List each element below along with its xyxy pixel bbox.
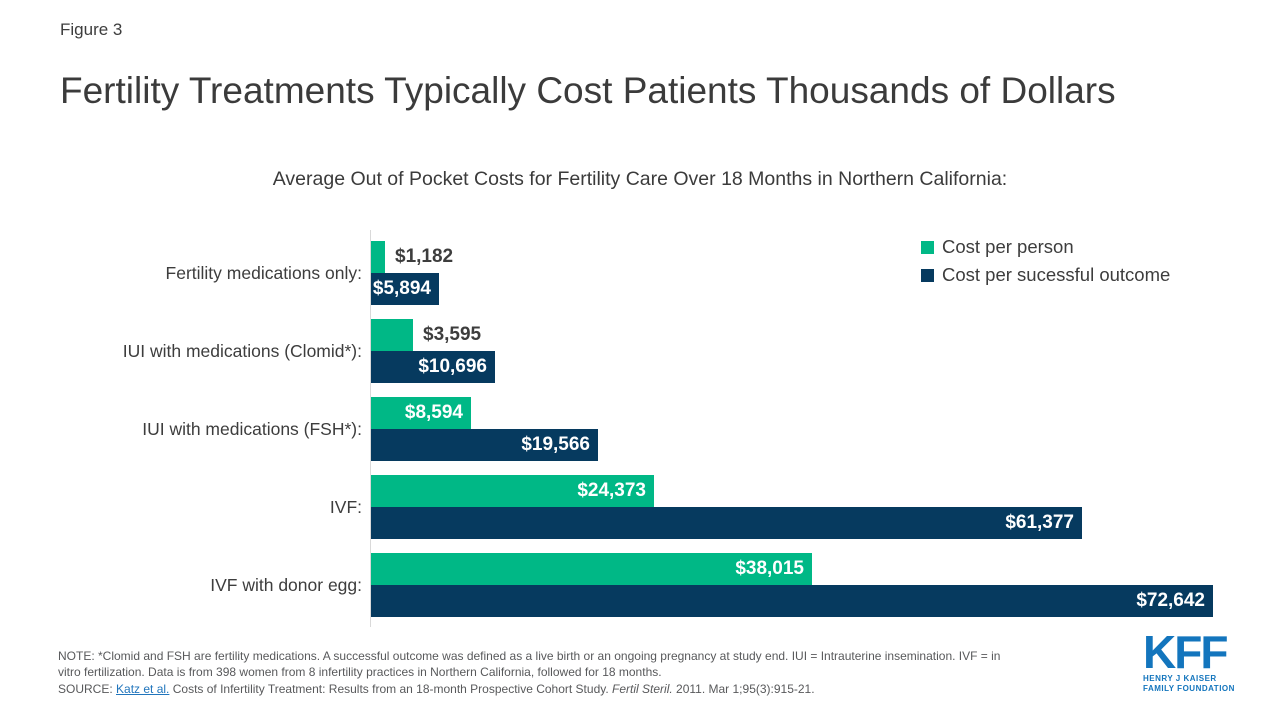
y-axis-line xyxy=(370,230,371,627)
bar-cost-per-sucessful-outcome: $61,377 xyxy=(371,507,1082,539)
note-line: vitro fertilization. Data is from 398 wo… xyxy=(58,664,662,679)
bar-value-label: $24,373 xyxy=(577,480,646,501)
legend: Cost per person Cost per sucessful outcom… xyxy=(921,233,1170,289)
bar-cost-per-sucessful-outcome: $5,894 xyxy=(371,273,439,305)
bar-value-label: $61,377 xyxy=(1005,512,1074,533)
chart-group: IVF with donor egg: $38,015 $72,642 xyxy=(0,553,1280,617)
bar-cost-per-person: $24,373 xyxy=(371,475,654,507)
bar-value-label: $72,642 xyxy=(1136,590,1205,611)
category-bars: $8,594 $19,566 xyxy=(371,397,598,461)
source-prefix: SOURCE: xyxy=(58,682,117,696)
kff-logo-tagline-line2: FAMILY FOUNDATION xyxy=(1143,684,1235,693)
source-suffix: 2011. Mar 1;95(3):915-21. xyxy=(672,682,815,696)
bar-cost-per-person: $38,015 xyxy=(371,553,812,585)
bar-value-label: $38,015 xyxy=(735,558,804,579)
chart-subtitle: Average Out of Pocket Costs for Fertilit… xyxy=(272,168,1008,190)
category-bars: $38,015 $72,642 xyxy=(371,553,1213,617)
legend-label: Cost per sucessful outcome xyxy=(942,264,1171,285)
bar-value-label: $3,595 xyxy=(423,324,482,345)
legend-item: Cost per person xyxy=(921,233,1170,261)
source-link[interactable]: Katz et al. xyxy=(116,682,170,696)
legend-swatch-icon xyxy=(921,240,934,254)
source-middle: Costs of Infertility Treatment: Results … xyxy=(169,682,613,696)
category-label: IUI with medications (FSH*): xyxy=(142,418,362,439)
note-text: NOTE: *Clomid and FSH are fertility medi… xyxy=(58,649,1128,680)
bar-value-label: $1,182 xyxy=(395,246,454,267)
chart-group: IVF: $24,373 $61,377 xyxy=(0,475,1280,539)
chart-group: IUI with medications (Clomid*): $3,595 $10… xyxy=(0,319,1280,383)
category-bars: $24,373 $61,377 xyxy=(371,475,1082,539)
source-text: SOURCE: Katz et al. Costs of Infertility… xyxy=(58,682,1128,698)
category-label: IVF with donor egg: xyxy=(210,574,362,595)
bar-cost-per-person: $8,594 xyxy=(371,397,471,429)
bar-value-label: $10,696 xyxy=(418,356,487,377)
bar-cost-per-person: $3,595 xyxy=(371,319,481,351)
category-label: IUI with medications (Clomid*): xyxy=(122,340,362,361)
bar-cost-per-sucessful-outcome: $19,566 xyxy=(371,429,598,461)
legend-label: Cost per person xyxy=(942,236,1074,257)
bar-value-label: $5,894 xyxy=(372,278,431,299)
bar-value-label: $8,594 xyxy=(404,402,463,423)
kff-logo: KFF HENRY J KAISER FAMILY FOUNDATION xyxy=(1143,626,1263,694)
bar-cost-per-sucessful-outcome: $72,642 xyxy=(371,585,1213,617)
bar-cost-per-person: $1,182 xyxy=(371,241,453,273)
chart-group: IUI with medications (FSH*): $8,594 $19,56… xyxy=(0,397,1280,461)
category-bars: $3,595 $10,696 xyxy=(371,319,495,383)
page-title: Fertility Treatments Typically Cost Pati… xyxy=(60,70,1116,111)
bar-value-label: $19,566 xyxy=(521,434,590,455)
kff-logo-tagline-line1: HENRY J KAISER xyxy=(1143,674,1217,683)
bar-cost-per-sucessful-outcome: $10,696 xyxy=(371,351,495,383)
source-journal: Fertil Steril. xyxy=(612,682,673,696)
category-bars: $1,182 $5,894 xyxy=(371,241,453,305)
chart-group: Fertility medications only: $1,182 $5,894 xyxy=(0,241,1280,305)
category-label: IVF: xyxy=(329,496,362,517)
bar-chart: Fertility medications only: $1,182 $5,894 I… xyxy=(0,241,1280,631)
note-line: NOTE: *Clomid and FSH are fertility medi… xyxy=(58,649,1001,663)
category-label: Fertility medications only: xyxy=(165,262,362,283)
legend-item: Cost per sucessful outcome xyxy=(921,261,1170,289)
kff-logo-text: KFF xyxy=(1143,626,1228,678)
figure-label: Figure 3 xyxy=(60,20,123,39)
legend-swatch-icon xyxy=(921,268,934,282)
